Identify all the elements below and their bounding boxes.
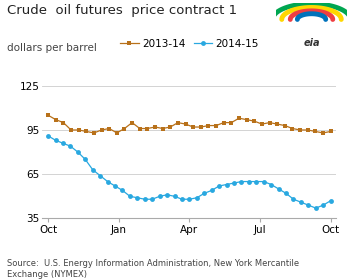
2014-15 <box>210 189 214 192</box>
2014-15 <box>105 180 110 183</box>
2014-15 <box>329 199 333 202</box>
2014-15 <box>284 192 288 195</box>
2013-14 <box>214 124 218 127</box>
2014-15 <box>120 189 125 192</box>
2014-15 <box>83 158 87 161</box>
2013-14 <box>229 121 234 124</box>
Text: eia: eia <box>303 38 320 48</box>
2014-15 <box>217 184 221 188</box>
Text: dollars per barrel: dollars per barrel <box>7 43 97 53</box>
2013-14 <box>54 118 58 121</box>
2013-14 <box>130 121 134 124</box>
Text: Source:  U.S. Energy Information Administration, New York Mercantile
Exchange (N: Source: U.S. Energy Information Administ… <box>7 259 299 279</box>
2014-15 <box>46 134 50 137</box>
2014-15 <box>247 180 251 183</box>
2014-15 <box>195 196 199 199</box>
2013-14 <box>92 131 96 135</box>
2013-14 <box>76 128 81 132</box>
2014-15 <box>202 192 206 195</box>
2014-15 <box>128 195 132 198</box>
2013-14 <box>176 121 180 124</box>
2013-14 <box>61 121 65 124</box>
2014-15 <box>135 196 139 199</box>
Line: 2014-15: 2014-15 <box>46 134 333 211</box>
2014-15 <box>291 198 296 201</box>
2013-14 <box>138 127 142 130</box>
2014-15 <box>68 144 73 148</box>
2013-14 <box>298 128 302 132</box>
2014-15 <box>269 183 273 186</box>
2014-15 <box>53 139 58 142</box>
2014-15 <box>180 198 184 201</box>
2014-15 <box>224 183 229 186</box>
2014-15 <box>91 168 95 171</box>
2013-14 <box>329 130 333 133</box>
2013-14 <box>145 127 149 130</box>
2013-14 <box>153 125 157 129</box>
2013-14 <box>260 122 264 126</box>
2013-14 <box>115 131 119 135</box>
2014-15 <box>262 180 266 183</box>
2014-15 <box>165 193 169 197</box>
2014-15 <box>172 195 177 198</box>
2014-15 <box>239 180 244 183</box>
2013-14 <box>283 124 287 127</box>
Legend: 2013-14, 2014-15: 2013-14, 2014-15 <box>120 39 259 49</box>
2013-14 <box>122 127 127 130</box>
2013-14 <box>191 125 195 129</box>
2014-15 <box>254 180 258 183</box>
2014-15 <box>314 206 318 210</box>
2013-14 <box>99 128 104 132</box>
2014-15 <box>113 184 117 188</box>
2013-14 <box>199 125 203 129</box>
Text: Crude  oil futures  price contract 1: Crude oil futures price contract 1 <box>7 4 237 17</box>
2014-15 <box>306 204 310 207</box>
2013-14 <box>267 121 272 124</box>
2013-14 <box>168 125 172 129</box>
2013-14 <box>313 130 318 133</box>
2014-15 <box>76 150 80 154</box>
2014-15 <box>150 198 154 201</box>
2013-14 <box>161 127 165 130</box>
2014-15 <box>187 198 192 201</box>
2013-14 <box>252 120 256 123</box>
2013-14 <box>206 124 211 127</box>
2013-14 <box>237 116 241 120</box>
2014-15 <box>232 181 236 185</box>
2014-15 <box>321 204 325 207</box>
2013-14 <box>290 127 295 130</box>
2013-14 <box>46 114 50 117</box>
2014-15 <box>299 200 303 204</box>
2014-15 <box>98 174 102 177</box>
2013-14 <box>183 122 188 126</box>
2013-14 <box>245 118 249 121</box>
2014-15 <box>158 195 162 198</box>
2013-14 <box>275 122 279 126</box>
2014-15 <box>143 198 147 201</box>
2014-15 <box>61 142 65 145</box>
2014-15 <box>276 187 281 191</box>
2013-14 <box>222 121 226 124</box>
2013-14 <box>84 130 88 133</box>
Line: 2013-14: 2013-14 <box>46 113 333 135</box>
2013-14 <box>321 131 325 135</box>
2013-14 <box>69 128 73 132</box>
2013-14 <box>107 127 112 130</box>
2013-14 <box>306 128 310 132</box>
